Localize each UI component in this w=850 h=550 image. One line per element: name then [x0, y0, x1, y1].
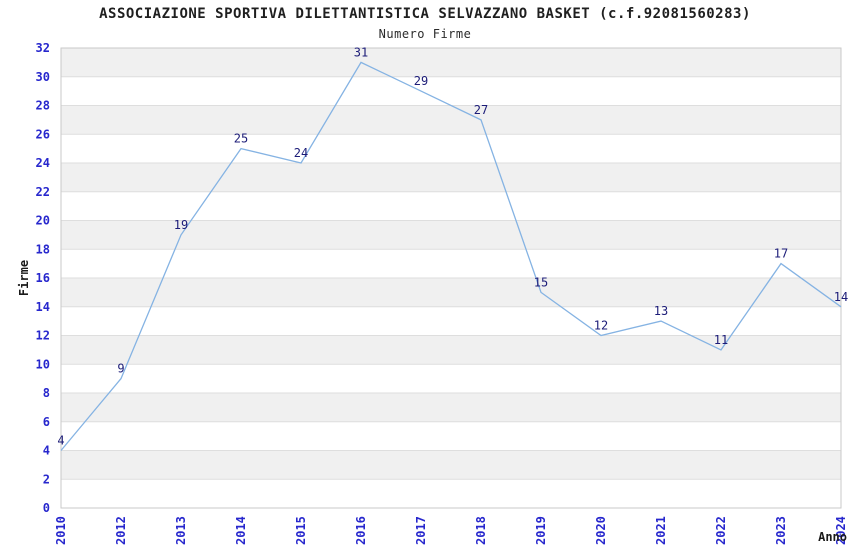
x-tick-label: 2010	[54, 516, 68, 545]
x-tick-label: 2021	[654, 516, 668, 545]
grid-band	[61, 105, 841, 135]
point-label: 27	[474, 103, 488, 117]
point-label: 15	[534, 275, 548, 289]
point-labels: 4 9 19 25 24 31 29 27 15 12 13 11 17 14	[57, 45, 848, 447]
x-tick-label: 2022	[714, 516, 728, 545]
x-tick-label: 2024	[834, 516, 848, 545]
x-tick-label: 2015	[294, 516, 308, 545]
x-tick-label: 2020	[594, 516, 608, 545]
y-tick-label: 24	[36, 156, 50, 170]
y-tick-label: 16	[36, 271, 50, 285]
point-label: 14	[834, 290, 848, 304]
y-axis-title: Firme	[17, 260, 31, 296]
point-label: 19	[174, 218, 188, 232]
grid-band	[61, 48, 841, 77]
x-axis-title: Anno	[818, 530, 847, 544]
grid-band	[61, 220, 841, 250]
y-tick-label: 6	[43, 415, 50, 429]
plot-border	[60, 47, 842, 509]
point-label: 13	[654, 304, 668, 318]
point-label: 12	[594, 319, 608, 333]
point-label: 24	[294, 146, 308, 160]
x-tick-label: 2023	[774, 516, 788, 545]
grid-band	[61, 393, 841, 422]
y-tick-label: 30	[36, 70, 50, 84]
grid-band	[61, 335, 841, 365]
y-tick-label: 2	[43, 472, 50, 486]
x-tick-label: 2014	[234, 516, 248, 545]
x-tick-label: 2012	[114, 516, 128, 545]
x-tick-label: 2013	[174, 516, 188, 545]
y-tick-label: 22	[36, 185, 50, 199]
x-tick-label: 2018	[474, 516, 488, 545]
x-tick-label: 2016	[354, 516, 368, 545]
point-label: 4	[57, 434, 64, 448]
point-label: 29	[414, 74, 428, 88]
point-label: 31	[354, 45, 368, 59]
series-line	[60, 61, 842, 451]
point-label: 17	[774, 247, 788, 261]
y-tick-label: 12	[36, 329, 50, 343]
y-tick-label: 18	[36, 242, 50, 256]
y-tick-label: 8	[43, 386, 50, 400]
grid-band	[61, 163, 841, 192]
y-tick-label: 20	[36, 214, 50, 228]
point-label: 25	[234, 132, 248, 146]
y-tick-label: 4	[43, 444, 50, 458]
chart-subtitle: Numero Firme	[378, 27, 472, 41]
point-label: 11	[714, 333, 728, 347]
y-tick-label: 0	[43, 501, 50, 515]
x-tick-label: 2019	[534, 516, 548, 545]
series-group	[60, 61, 842, 451]
y-tick-label: 10	[36, 357, 50, 371]
chart-title: ASSOCIAZIONE SPORTIVA DILETTANTISTICA SE…	[99, 6, 751, 22]
y-tick-label: 28	[36, 99, 50, 113]
x-tick-labels: 2010 2012 2013 2014 2015 2016 2017 2018 2019 2020…	[54, 516, 848, 545]
x-tick-label: 2017	[414, 516, 428, 545]
grid-band	[61, 278, 841, 307]
y-tick-label: 26	[36, 127, 50, 141]
y-tick-label: 32	[36, 41, 50, 55]
grid-band	[61, 450, 841, 480]
plot-bands	[61, 48, 841, 480]
plot-border-group	[60, 47, 842, 509]
point-label: 9	[117, 362, 124, 376]
y-tick-label: 14	[36, 300, 50, 314]
